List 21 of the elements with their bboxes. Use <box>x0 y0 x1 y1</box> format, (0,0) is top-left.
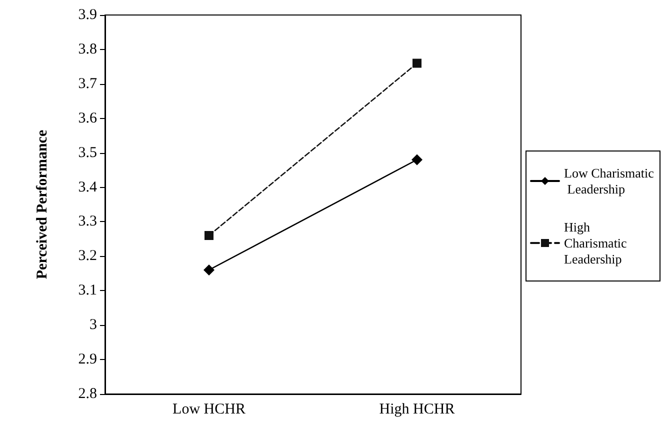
y-tick-label: 2.8 <box>78 386 97 402</box>
y-axis-title: Perceived Performance <box>34 130 50 280</box>
y-tick-label: 3 <box>90 317 97 334</box>
legend-label: High Charismatic Leadership <box>564 220 630 266</box>
y-tick-label: 3.2 <box>78 248 97 264</box>
point <box>204 264 214 276</box>
y-tick-label: 2.9 <box>78 352 97 368</box>
point <box>412 58 422 68</box>
y-tick-label: 3.5 <box>78 144 97 161</box>
y-tick-label: 3.1 <box>78 282 97 299</box>
point <box>204 231 214 240</box>
legend-label: Low Charismatic Leadership <box>564 166 654 196</box>
point <box>412 154 422 166</box>
y-tick-label: 3.3 <box>78 214 97 230</box>
y-tick-label: 3.9 <box>78 7 97 23</box>
y-tick-label: 3.4 <box>78 179 98 196</box>
x-tick-label: Low HCHR <box>172 402 246 418</box>
x-tick-label: High HCHR <box>379 402 455 418</box>
y-tick-label: 3.7 <box>78 76 98 92</box>
y-tick-label: 3.8 <box>78 41 97 58</box>
y-tick-label: 3.6 <box>78 110 98 126</box>
